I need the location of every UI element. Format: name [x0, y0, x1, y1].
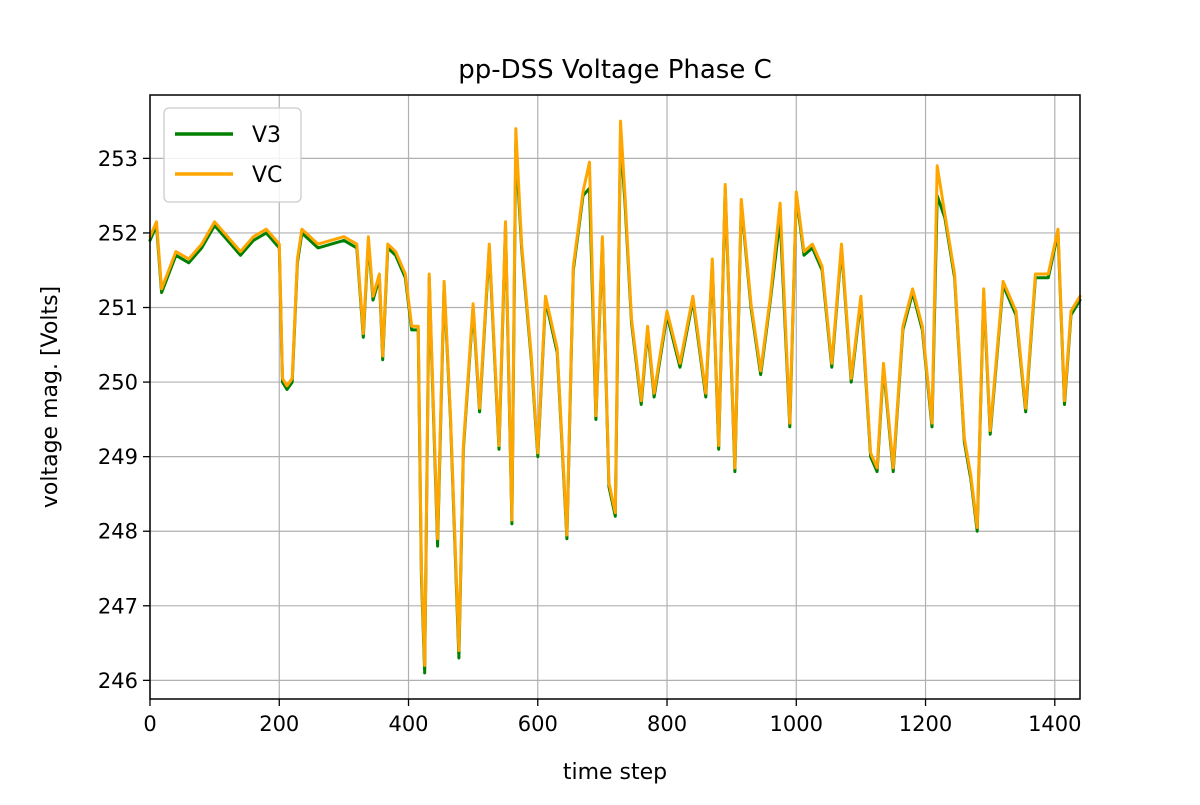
x-tick-label: 0: [143, 712, 156, 736]
grid-lines: [149, 95, 1080, 699]
axis-ticks: 0 200 400 600 800 1000 1200 1400 246 247 248 249 250…: [98, 147, 1082, 736]
x-tick-label: 1000: [770, 712, 823, 736]
series-line-vc: [148, 119, 1082, 667]
y-tick-label: 253: [98, 147, 138, 171]
legend: V3 VC: [163, 107, 302, 203]
x-tick-label: 600: [518, 712, 558, 736]
y-tick-label: 247: [98, 594, 138, 618]
y-tick-label: 252: [98, 221, 138, 245]
x-tick-label: 1400: [1028, 712, 1081, 736]
y-tick-label: 248: [98, 520, 138, 544]
y-axis-label: voltage mag. [Volts]: [38, 286, 63, 508]
y-tick-label: 250: [98, 371, 138, 395]
y-tick-label: 251: [98, 296, 138, 320]
x-axis-label: time step: [563, 760, 667, 785]
y-tick-label: 249: [98, 445, 138, 469]
x-tick-label: 200: [259, 712, 299, 736]
x-tick-label: 1200: [899, 712, 952, 736]
x-tick-label: 800: [647, 712, 687, 736]
series-lines: [148, 119, 1082, 675]
y-tick-label: 246: [98, 669, 138, 693]
legend-label-vc: VC: [252, 163, 282, 188]
legend-box: [163, 107, 302, 203]
legend-label-v3: V3: [252, 123, 281, 148]
chart-title: pp-DSS Voltage Phase C: [458, 55, 772, 85]
plot-frame: [149, 94, 1081, 700]
x-tick-label: 400: [388, 712, 428, 736]
